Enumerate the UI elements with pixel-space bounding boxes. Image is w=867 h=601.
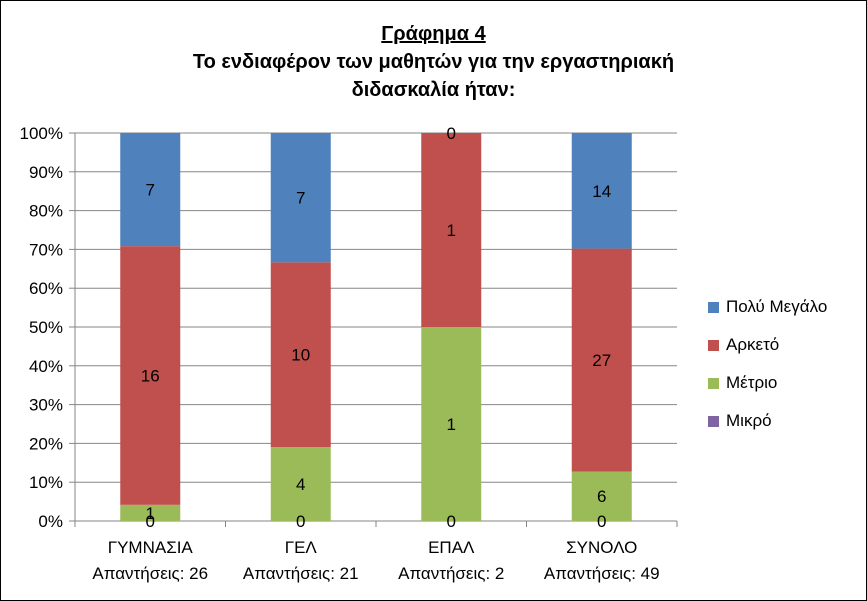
x-category-sublabel: Απαντήσεις: 26 (92, 564, 208, 583)
y-tick-label: 60% (29, 279, 63, 298)
y-tick-label: 40% (29, 357, 63, 376)
data-label: 1 (146, 504, 155, 523)
legend-swatch-very-high (708, 301, 719, 313)
bar-segment (270, 447, 331, 521)
bar-segment (571, 133, 632, 249)
legend-item-enough: Αρκετό (708, 326, 858, 364)
legend-swatch-medium (708, 377, 719, 389)
chart-title: Γράφημα 4 Το ενδιαφέρον των μαθητών για … (0, 20, 867, 104)
chart-title-line1: Γράφημα 4 (381, 23, 486, 45)
data-label: 7 (296, 189, 305, 208)
data-label: 1 (447, 221, 456, 240)
bar-segment (120, 246, 181, 505)
bar-segment (120, 133, 181, 247)
y-tick-label: 0% (38, 512, 63, 531)
data-label: 0 (447, 124, 456, 143)
data-label: 16 (141, 367, 160, 386)
bar-segment (270, 133, 331, 263)
y-tick-label: 50% (29, 318, 63, 337)
y-tick-label: 90% (29, 163, 63, 182)
legend-item-small: Μικρό (708, 402, 858, 440)
data-label: 0 (296, 512, 305, 531)
x-category-label: ΣΥΝΟΛΟ (566, 538, 637, 557)
data-label: 7 (146, 181, 155, 200)
data-label: 27 (592, 351, 611, 370)
legend-label-small: Μικρό (726, 411, 772, 430)
x-category-label: ΓΕΛ (285, 538, 318, 557)
legend-label-very-high: Πολύ Μεγάλο (726, 297, 828, 316)
y-tick-label: 20% (29, 434, 63, 453)
bar-segment (120, 504, 181, 521)
data-label: 0 (146, 512, 155, 531)
x-category-label: ΓΥΜΝΑΣΙΑ (108, 538, 194, 557)
chart-title-line2: Το ενδιαφέρον των μαθητών για την εργαστ… (192, 51, 675, 101)
bar-segment (571, 248, 632, 472)
data-label: 0 (597, 512, 606, 531)
legend-label-enough: Αρκετό (726, 335, 780, 354)
data-label: 10 (291, 346, 310, 365)
y-tick-label: 80% (29, 202, 63, 221)
y-tick-label: 70% (29, 240, 63, 259)
y-tick-label: 30% (29, 396, 63, 415)
legend-item-medium: Μέτριο (708, 364, 858, 402)
data-label: 1 (447, 415, 456, 434)
legend: Πολύ Μεγάλο Αρκετό Μέτριο Μικρό (708, 288, 858, 440)
legend-swatch-enough (708, 339, 719, 351)
bar-segment (421, 133, 482, 327)
x-category-sublabel: Απαντήσεις: 21 (243, 564, 359, 583)
x-category-sublabel: Απαντήσεις: 2 (398, 564, 504, 583)
x-category-label: ΕΠΑΛ (428, 538, 475, 557)
data-label: 0 (447, 512, 456, 531)
legend-item-very-high: Πολύ Μεγάλο (708, 288, 858, 326)
y-tick-label: 10% (29, 473, 63, 492)
y-tick-label: 100% (20, 124, 63, 143)
legend-label-medium: Μέτριο (726, 373, 778, 392)
bar-segment (571, 471, 632, 521)
bar-segment (421, 327, 482, 521)
x-category-sublabel: Απαντήσεις: 49 (544, 564, 660, 583)
data-label: 4 (296, 475, 305, 494)
legend-swatch-small (708, 415, 719, 427)
data-label: 6 (597, 487, 606, 506)
bar-segment (270, 262, 331, 448)
data-label: 14 (592, 182, 611, 201)
